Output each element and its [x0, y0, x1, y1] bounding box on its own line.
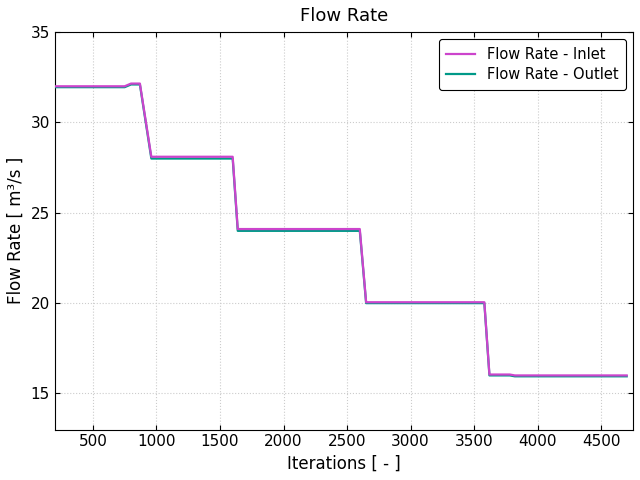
Flow Rate - Inlet	[51, 84, 59, 89]
Flow Rate - Outlet	[356, 228, 364, 234]
X-axis label: Iterations [ - ]: Iterations [ - ]	[287, 455, 401, 473]
Flow Rate - Inlet	[481, 300, 488, 305]
Flow Rate - Inlet	[229, 154, 237, 160]
Flow Rate - Inlet	[356, 226, 364, 232]
Flow Rate - Inlet	[362, 300, 370, 305]
Flow Rate - Inlet	[147, 154, 155, 160]
Flow Rate - Inlet	[623, 372, 630, 378]
Flow Rate - Outlet	[121, 84, 129, 90]
Flow Rate - Outlet	[511, 373, 518, 379]
Flow Rate - Outlet	[369, 300, 376, 306]
Y-axis label: Flow Rate [ m³/s ]: Flow Rate [ m³/s ]	[7, 157, 25, 304]
Flow Rate - Outlet	[623, 373, 630, 379]
Flow Rate - Outlet	[234, 228, 242, 234]
Flow Rate - Outlet	[51, 84, 59, 90]
Flow Rate - Outlet	[229, 156, 237, 161]
Flow Rate - Inlet	[234, 226, 242, 232]
Flow Rate - Inlet	[486, 372, 493, 377]
Legend: Flow Rate - Inlet, Flow Rate - Outlet: Flow Rate - Inlet, Flow Rate - Outlet	[439, 39, 626, 90]
Title: Flow Rate: Flow Rate	[300, 7, 388, 25]
Flow Rate - Inlet	[506, 372, 514, 377]
Flow Rate - Inlet	[511, 372, 518, 378]
Flow Rate - Inlet	[127, 81, 135, 86]
Flow Rate - Outlet	[136, 82, 144, 87]
Flow Rate - Outlet	[481, 300, 488, 306]
Flow Rate - Outlet	[362, 300, 370, 306]
Flow Rate - Inlet	[369, 300, 376, 305]
Flow Rate - Outlet	[244, 228, 252, 234]
Flow Rate - Outlet	[147, 156, 155, 161]
Flow Rate - Inlet	[244, 226, 252, 232]
Flow Rate - Inlet	[121, 84, 129, 89]
Flow Rate - Outlet	[506, 372, 514, 378]
Line: Flow Rate - Outlet: Flow Rate - Outlet	[55, 84, 627, 376]
Line: Flow Rate - Inlet: Flow Rate - Inlet	[55, 84, 627, 375]
Flow Rate - Outlet	[127, 82, 135, 87]
Flow Rate - Inlet	[136, 81, 144, 86]
Flow Rate - Outlet	[486, 372, 493, 378]
